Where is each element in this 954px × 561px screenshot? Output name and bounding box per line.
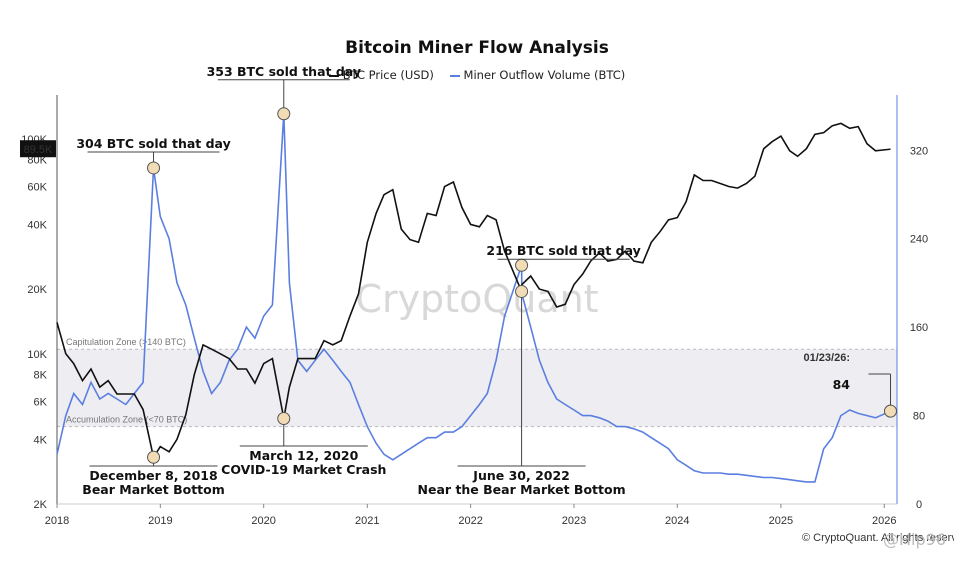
annotation-marker: [147, 450, 161, 464]
legend-item-price: BTC Price (USD): [328, 68, 434, 82]
right-tick-label: 240: [910, 234, 928, 246]
chart-legend: BTC Price (USD) Miner Outflow Volume (BT…: [0, 68, 954, 82]
legend-label-price: BTC Price (USD): [342, 68, 434, 82]
left-tick-label: 4K: [34, 434, 48, 446]
credit: © CryptoQuant. All rights reserved.: [802, 532, 954, 544]
capitulation-zone-label: Capitulation Zone (>140 BTC): [66, 337, 186, 347]
annotation-marker: [147, 161, 161, 175]
legend-label-outflow: Miner Outflow Volume (BTC): [463, 68, 626, 82]
left-tick-label: 10K: [27, 349, 47, 361]
annotation-marker: [277, 107, 291, 121]
left-tick-label: 8K: [34, 370, 48, 382]
outflow-annotation-label: 216 BTC sold that day: [486, 243, 640, 258]
left-tick-label: 2K: [34, 499, 48, 511]
left-tick-label: 20K: [27, 284, 47, 296]
price-annotation-label: June 30, 2022: [472, 468, 570, 483]
annotation-marker: [515, 284, 529, 298]
accumulation-zone-label: Accumulation Zone (<70 BTC): [66, 415, 187, 425]
price-label-box: [20, 140, 56, 158]
x-tick-label: 2025: [769, 515, 793, 527]
callout-date: 01/23/26:: [804, 352, 850, 364]
legend-item-outflow: Miner Outflow Volume (BTC): [449, 68, 626, 82]
left-tick-label: 6K: [34, 396, 48, 408]
right-tick-label: 160: [910, 322, 928, 334]
outflow-line: [56, 113, 891, 483]
price-annotation-label: Bear Market Bottom: [82, 482, 224, 497]
x-tick-label: 2021: [355, 515, 379, 527]
price-line: [56, 122, 891, 460]
callout-value: 84: [833, 377, 851, 392]
annotation-marker: [277, 411, 291, 425]
outflow-annotation-label: 304 BTC sold that day: [76, 136, 230, 151]
x-tick-label: 2018: [45, 515, 69, 527]
price-annotation-label: March 12, 2020: [249, 448, 358, 463]
callout-marker: [883, 404, 897, 418]
right-tick-label: 0: [916, 499, 922, 511]
chart-title: Bitcoin Miner Flow Analysis: [345, 38, 609, 58]
x-tick-label: 2019: [148, 515, 172, 527]
x-tick-label: 2024: [665, 515, 689, 527]
right-tick-label: 320: [910, 145, 928, 157]
price-annotation-label: December 8, 2018: [89, 468, 217, 483]
right-tick-label: 80: [913, 411, 925, 423]
price-annotation-label: COVID-19 Market Crash: [221, 462, 386, 477]
annotation-marker: [515, 258, 529, 272]
watermark: CryptoQuant: [355, 277, 598, 321]
outflow-annotation-label: 353 BTC sold that day: [207, 64, 361, 79]
price-label: 89.5K: [24, 144, 53, 156]
x-tick-label: 2023: [562, 515, 586, 527]
x-tick-label: 2022: [458, 515, 482, 527]
x-tick-label: 2026: [872, 515, 896, 527]
left-tick-label: 80K: [27, 155, 47, 167]
price-annotation-label: Near the Bear Market Bottom: [418, 482, 626, 497]
zone-band: [57, 349, 897, 427]
x-tick-label: 2020: [251, 515, 275, 527]
author-watermark: @Hip96: [883, 530, 946, 549]
left-tick-label: 60K: [27, 182, 47, 194]
left-tick-label: 40K: [27, 219, 47, 231]
